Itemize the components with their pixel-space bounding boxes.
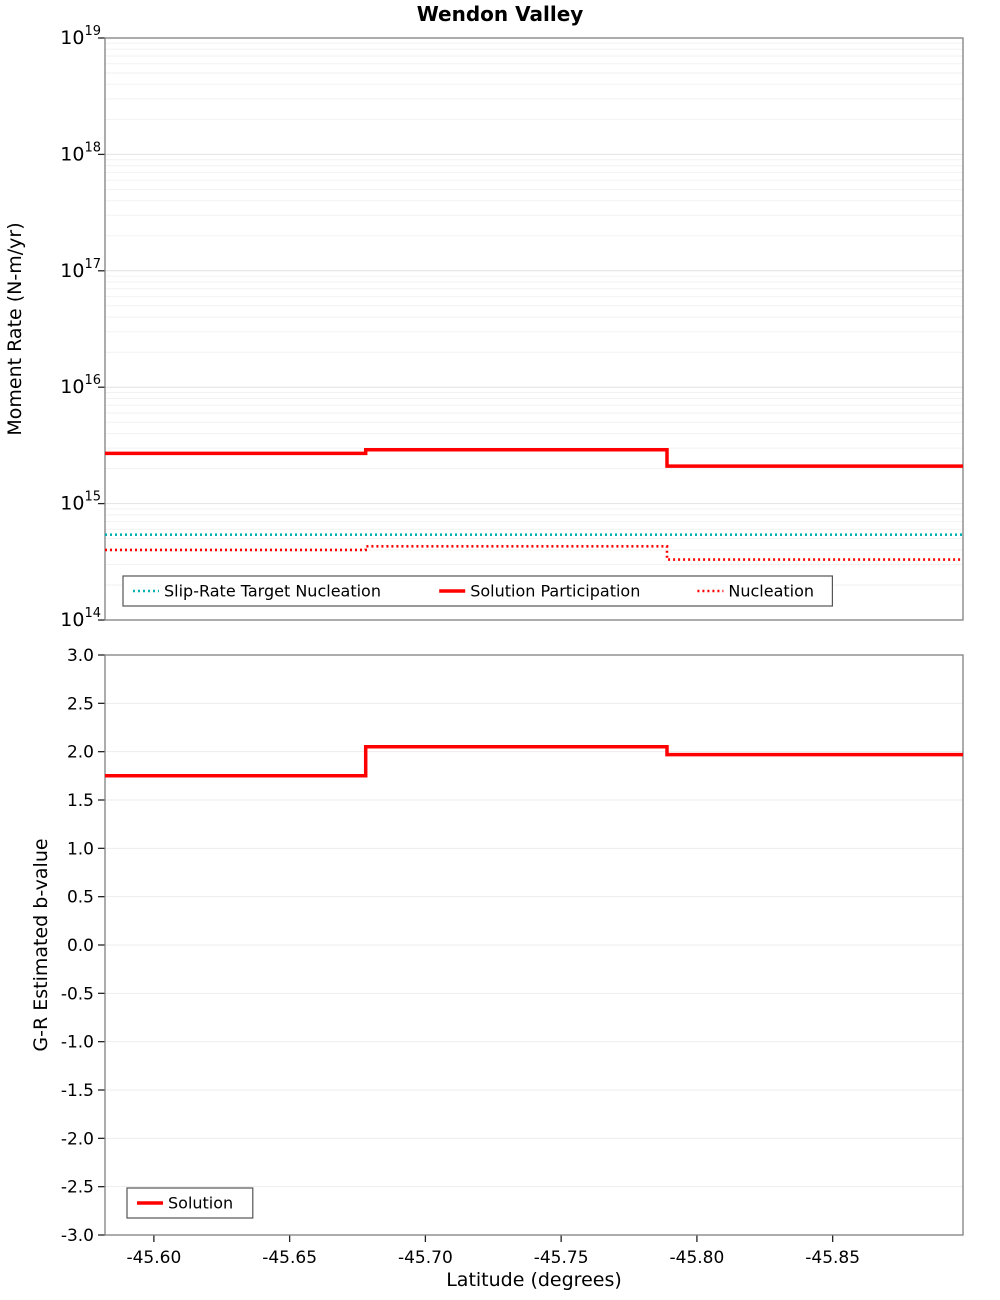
y-tick-label: 1017 [60,257,101,282]
bottom-y-axis-label: G-R Estimated b-value [30,838,52,1051]
bottom-plot-frame [104,654,964,1236]
series-solution [105,745,963,778]
y-tick-label: 1.5 [67,791,94,811]
tspan: 15 [84,490,101,505]
y-tick-label: 1018 [60,140,101,165]
y-tick-label: -3.0 [61,1226,94,1246]
y-tick-label: 3.0 [67,646,94,666]
y-tick-label: -1.5 [61,1081,94,1101]
tspan: 10 [60,27,84,49]
x-tick-label: -45.65 [262,1248,317,1268]
chart-title: Wendon Valley [417,2,584,26]
tspan: 19 [84,24,101,39]
tspan: 10 [60,260,84,282]
top-y-axis-label: Moment Rate (N-m/yr) [4,222,26,435]
tspan: 10 [60,143,84,165]
x-tick-label: -45.75 [534,1248,589,1268]
y-tick-label: -1.0 [61,1033,94,1053]
legend-label: Nucleation [728,582,814,601]
y-tick-label: 1.0 [67,839,94,859]
series-solution-participation [105,448,963,468]
y-tick-label: 1016 [60,373,101,398]
y-tick-label: 0.5 [67,888,94,908]
y-tick-label: 1015 [60,490,101,515]
tspan: 14 [84,606,101,621]
top-plot-frame [104,37,964,621]
legend-label: Solution Participation [470,582,640,601]
x-tick-label: -45.85 [805,1248,860,1268]
legend-label: Slip-Rate Target Nucleation [164,582,381,601]
y-tick-label: 2.0 [67,743,94,763]
x-tick-label: -45.80 [670,1248,725,1268]
y-tick-label: 2.5 [67,694,94,714]
y-tick-label: -0.5 [61,984,94,1004]
y-tick-label: -2.5 [61,1178,94,1198]
tspan: 10 [60,493,84,515]
y-tick-label: 1019 [60,24,101,49]
y-tick-label: 1014 [60,606,101,631]
x-tick-label: -45.70 [398,1248,453,1268]
tspan: 16 [84,373,101,388]
tspan: 10 [60,376,84,398]
tspan: 18 [84,140,101,155]
tspan: 10 [60,609,84,631]
y-tick-label: -2.0 [61,1129,94,1149]
tspan: 17 [84,257,101,272]
y-tick-label: 0.0 [67,936,94,956]
series-nucleation [105,545,963,561]
x-tick-label: -45.60 [126,1248,181,1268]
x-axis-label: Latitude (degrees) [446,1269,622,1291]
legend-label: Solution [168,1194,233,1213]
bottom-plot: 3.0 2.5 2.0 1.5 1.0 0.5 0.0 -0.5 -1.0 -1.5 -2.0 -2.… [61,646,964,1268]
